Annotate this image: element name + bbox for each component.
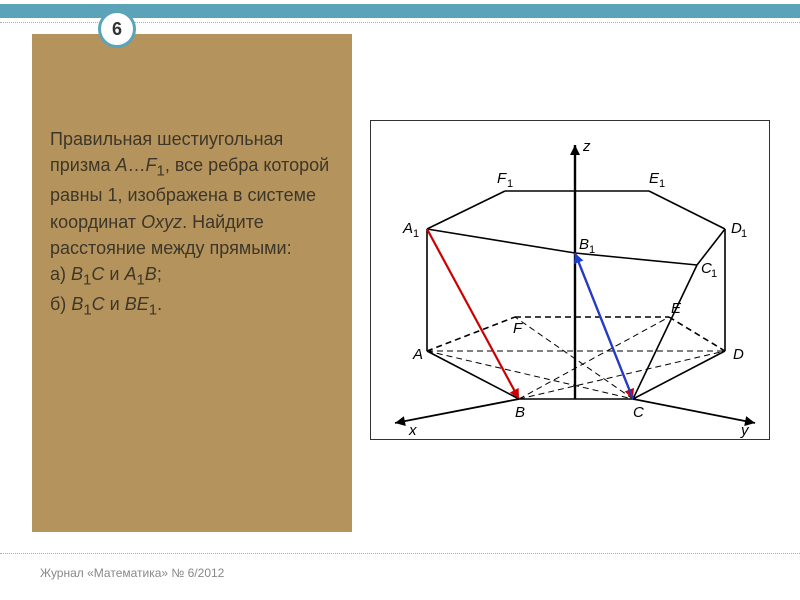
v: C: [92, 294, 105, 314]
svg-text:1: 1: [659, 178, 665, 190]
text: и: [104, 264, 124, 284]
item-a-prefix: а): [50, 264, 71, 284]
s: 1: [83, 302, 91, 319]
page-number-badge: 6: [98, 10, 136, 48]
v: A: [124, 264, 136, 284]
v: B: [145, 264, 157, 284]
svg-text:F: F: [497, 170, 507, 187]
svg-text:1: 1: [711, 268, 717, 280]
text: ;: [157, 264, 162, 284]
text: .: [157, 294, 162, 314]
v: B: [125, 294, 137, 314]
svg-text:A: A: [412, 346, 423, 363]
page-number: 6: [112, 19, 122, 40]
var-A: A: [115, 155, 127, 175]
svg-text:E: E: [671, 300, 682, 317]
prism-figure: ABCDEFA1B1C1D1E1F1zyx: [370, 120, 770, 440]
problem-panel: Правильная шестиугольная призма A…F1, вс…: [32, 34, 352, 532]
var-F: F: [145, 155, 156, 175]
svg-text:A: A: [402, 220, 413, 237]
svg-text:1: 1: [589, 244, 595, 256]
svg-text:1: 1: [741, 228, 747, 240]
item-b-prefix: б): [50, 294, 71, 314]
prism-svg: ABCDEFA1B1C1D1E1F1zyx: [371, 121, 771, 441]
v: C: [91, 264, 104, 284]
v: B: [71, 294, 83, 314]
svg-text:C: C: [633, 404, 644, 421]
svg-text:D: D: [733, 346, 744, 363]
var-Oxyz: Oxyz: [141, 212, 182, 232]
text: …: [127, 155, 145, 175]
bottom-dotted-rule: [0, 553, 800, 554]
svg-text:F: F: [513, 320, 523, 337]
v: E: [137, 294, 149, 314]
svg-text:1: 1: [413, 228, 419, 240]
problem-statement: Правильная шестиугольная призма A…F1, вс…: [50, 126, 334, 321]
text: и: [105, 294, 125, 314]
svg-text:1: 1: [507, 178, 513, 190]
v: B: [71, 264, 83, 284]
sub-1: 1: [156, 163, 164, 180]
svg-text:B: B: [515, 404, 525, 421]
svg-text:z: z: [582, 138, 591, 155]
journal-reference: Журнал «Математика» № 6/2012: [40, 566, 224, 580]
svg-text:x: x: [408, 422, 417, 439]
s: 1: [136, 271, 144, 288]
s: 1: [149, 302, 157, 319]
svg-text:B: B: [579, 236, 589, 253]
